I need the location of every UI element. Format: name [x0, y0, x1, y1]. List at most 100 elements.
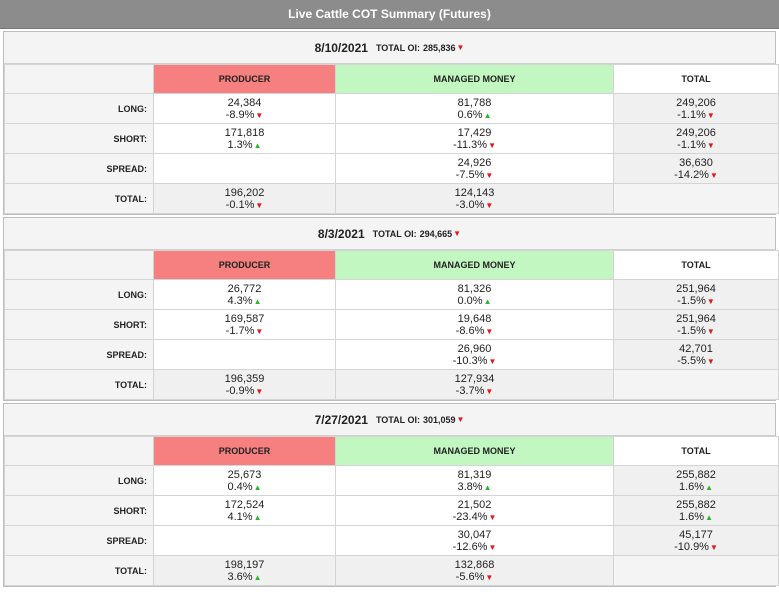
cell-percent: -5.5% — [677, 354, 706, 367]
cell-value: 124,143 — [454, 186, 495, 199]
row-spread: SPREAD: 30,047 -12.6%▼ 45,177 -10.9%▼ — [4, 525, 779, 556]
cell-percent: 1.3% — [227, 138, 253, 151]
triangle-up-icon: ▲ — [705, 512, 713, 522]
cell-total-managed: 124,143 -3.0%▼ — [335, 183, 614, 214]
triangle-down-icon: ▼ — [453, 229, 462, 238]
cell-value: 249,206 — [676, 126, 716, 139]
triangle-down-icon: ▼ — [488, 512, 497, 522]
cell-value: 42,701 — [679, 342, 713, 355]
cell-percent: 1.6% — [679, 510, 705, 523]
cell-value: 19,648 — [457, 312, 492, 325]
row-short: SHORT: 171,818 1.3%▲ 17,429 -11.3%▼ 249,20… — [4, 123, 779, 154]
report-date-row: 8/3/2021 TOTAL OI: 294,665 ▼ — [4, 218, 775, 250]
row-long: LONG: 26,772 4.3%▲ 81,326 0.0%▲ 251,964 -1.… — [4, 279, 779, 310]
row-long: LONG: 25,673 0.4%▲ 81,319 3.8%▲ 255,882 1.6… — [4, 465, 779, 496]
header-row: PRODUCER MANAGED MONEY TOTAL — [4, 250, 779, 280]
cell-total-total — [613, 369, 779, 400]
triangle-down-icon: ▼ — [488, 542, 497, 552]
report-block: 7/27/2021 TOTAL OI: 301,059 ▼ PRODUCER M… — [3, 403, 779, 587]
cell-percent: -12.6% — [452, 540, 488, 553]
cell-percent: -1.5% — [677, 294, 706, 307]
triangle-down-icon: ▼ — [706, 140, 715, 150]
row-label-total: TOTAL: — [4, 183, 154, 214]
cell-short-managed: 21,502 -23.4%▼ — [335, 495, 614, 526]
cell-percent: -8.9% — [225, 108, 255, 121]
header-blank — [4, 250, 154, 280]
row-long: LONG: 24,384 -8.9%▼ 81,788 0.6%▲ 249,206 -1… — [4, 93, 779, 124]
total-oi-value: 301,059 — [422, 414, 456, 425]
cell-spread-producer — [153, 153, 336, 184]
triangle-down-icon: ▼ — [456, 415, 465, 424]
cell-value: 255,882 — [676, 498, 716, 511]
row-spread: SPREAD: 26,960 -10.3%▼ 42,701 -5.5%▼ — [4, 339, 779, 370]
triangle-down-icon: ▼ — [709, 170, 718, 180]
cell-percent: 3.8% — [457, 480, 483, 493]
cell-percent: 0.0% — [457, 294, 483, 307]
row-total: TOTAL: 196,202 -0.1%▼ 124,143 -3.0%▼ — [4, 183, 779, 214]
total-oi-label: TOTAL OI: — [375, 42, 420, 53]
cell-value: 81,788 — [457, 96, 492, 109]
row-label-spread: SPREAD: — [4, 525, 154, 556]
report-date: 8/3/2021 — [317, 226, 365, 241]
cell-short-total: 249,206 -1.1%▼ — [613, 123, 779, 154]
row-short: SHORT: 169,587 -1.7%▼ 19,648 -8.6%▼ 251,96… — [4, 309, 779, 340]
triangle-down-icon: ▼ — [485, 200, 494, 210]
triangle-down-icon: ▼ — [485, 170, 494, 180]
cell-percent: -0.9% — [225, 384, 255, 397]
header-row: PRODUCER MANAGED MONEY TOTAL — [4, 436, 779, 466]
triangle-down-icon: ▼ — [706, 110, 715, 120]
header-producer: PRODUCER — [153, 436, 336, 466]
cell-value: 24,926 — [457, 156, 492, 169]
cell-spread-producer — [153, 339, 336, 370]
report-date-row: 7/27/2021 TOTAL OI: 301,059 ▼ — [4, 404, 775, 436]
cell-short-managed: 17,429 -11.3%▼ — [335, 123, 614, 154]
row-short: SHORT: 172,524 4.1%▲ 21,502 -23.4%▼ 255,88… — [4, 495, 779, 526]
cell-percent: -0.1% — [225, 198, 255, 211]
row-label-long: LONG: — [4, 93, 154, 124]
header-managed-money: MANAGED MONEY — [335, 436, 614, 466]
triangle-down-icon: ▼ — [255, 200, 264, 210]
cell-percent: -23.4% — [452, 510, 488, 523]
header-producer: PRODUCER — [153, 250, 336, 280]
cell-percent: 4.1% — [227, 510, 253, 523]
total-oi-label: TOTAL OI: — [375, 414, 420, 425]
report-date: 7/27/2021 — [314, 412, 368, 427]
cell-percent: 0.6% — [457, 108, 483, 121]
cell-total-total — [613, 555, 779, 586]
cell-percent: -5.6% — [455, 570, 485, 583]
cot-table: PRODUCER MANAGED MONEY TOTAL LONG: 24,38… — [4, 64, 779, 214]
cell-value: 21,502 — [457, 498, 492, 511]
cell-short-total: 251,964 -1.5%▼ — [613, 309, 779, 340]
cell-total-producer: 196,202 -0.1%▼ — [153, 183, 336, 214]
header-managed-money: MANAGED MONEY — [335, 64, 614, 94]
total-oi-value: 294,665 — [419, 228, 453, 239]
cell-percent: -10.9% — [674, 540, 709, 553]
triangle-down-icon: ▼ — [706, 356, 715, 366]
total-oi-label: TOTAL OI: — [372, 228, 417, 239]
cell-percent: -14.2% — [674, 168, 709, 181]
cell-percent: 3.6% — [227, 570, 253, 583]
cell-spread-producer — [153, 525, 336, 556]
triangle-up-icon: ▲ — [253, 572, 262, 582]
row-label-short: SHORT: — [4, 309, 154, 340]
triangle-up-icon: ▲ — [705, 482, 713, 492]
total-oi-value: 285,836 — [422, 42, 456, 53]
triangle-up-icon: ▲ — [483, 482, 492, 492]
header-total: TOTAL — [613, 436, 779, 466]
cell-value: 198,197 — [224, 558, 265, 571]
header-total: TOTAL — [613, 250, 779, 280]
cell-value: 255,882 — [676, 468, 716, 481]
cell-long-total: 251,964 -1.5%▼ — [613, 279, 779, 310]
cell-value: 251,964 — [676, 312, 716, 325]
cell-long-producer: 24,384 -8.9%▼ — [153, 93, 336, 124]
cell-short-producer: 172,524 4.1%▲ — [153, 495, 336, 526]
cell-total-total — [613, 183, 779, 214]
triangle-down-icon: ▼ — [488, 356, 497, 366]
row-label-spread: SPREAD: — [4, 339, 154, 370]
cot-summary: 8/10/2021 TOTAL OI: 285,836 ▼ PRODUCER M… — [0, 29, 779, 587]
cell-value: 196,202 — [224, 186, 265, 199]
row-label-total: TOTAL: — [4, 555, 154, 586]
cell-percent: 0.4% — [227, 480, 253, 493]
row-total: TOTAL: 196,359 -0.9%▼ 127,934 -3.7%▼ — [4, 369, 779, 400]
triangle-down-icon: ▼ — [485, 572, 494, 582]
